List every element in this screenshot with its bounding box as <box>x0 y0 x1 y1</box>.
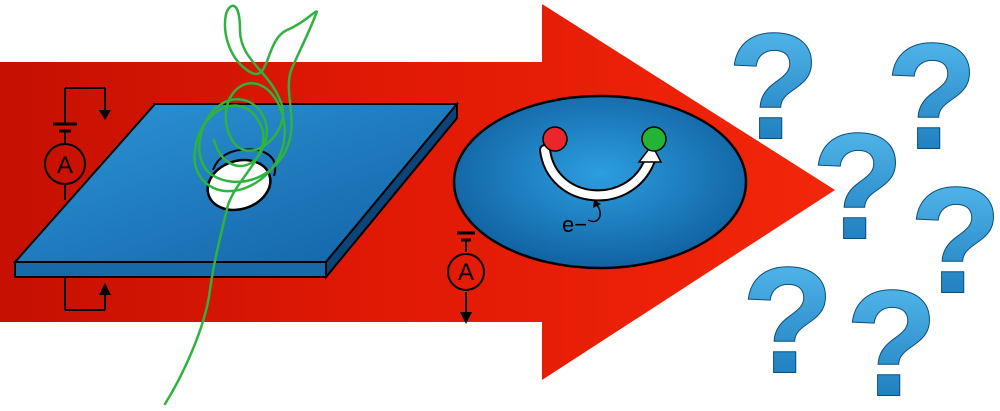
dna-strand <box>163 4 318 406</box>
question-mark: ? <box>812 102 904 270</box>
right-current-arrowhead <box>460 312 472 324</box>
transition-arrowhead <box>637 143 663 163</box>
current-arrowhead-bottom <box>99 283 111 295</box>
right-circuit <box>457 231 475 314</box>
right-ammeter-label: A <box>458 259 474 286</box>
left-ammeter-label: A <box>57 152 73 179</box>
question-marks: ? ? ? ? ? ? <box>727 1 1000 411</box>
detection-disc <box>452 94 748 270</box>
question-mark: ? <box>728 2 820 170</box>
molecule-end <box>641 126 667 152</box>
question-mark: ? <box>910 156 1000 324</box>
question-mark: ? <box>886 12 978 180</box>
current-arrowhead-top <box>99 110 111 120</box>
molecule-start <box>542 126 568 152</box>
question-mark: ? <box>742 236 834 404</box>
left-circuit <box>53 87 106 311</box>
right-ammeter <box>447 253 485 291</box>
left-ammeter <box>44 143 86 185</box>
electron-arrow <box>587 203 601 223</box>
question-mark: ? <box>846 259 938 411</box>
electron-label: e− <box>562 212 587 237</box>
